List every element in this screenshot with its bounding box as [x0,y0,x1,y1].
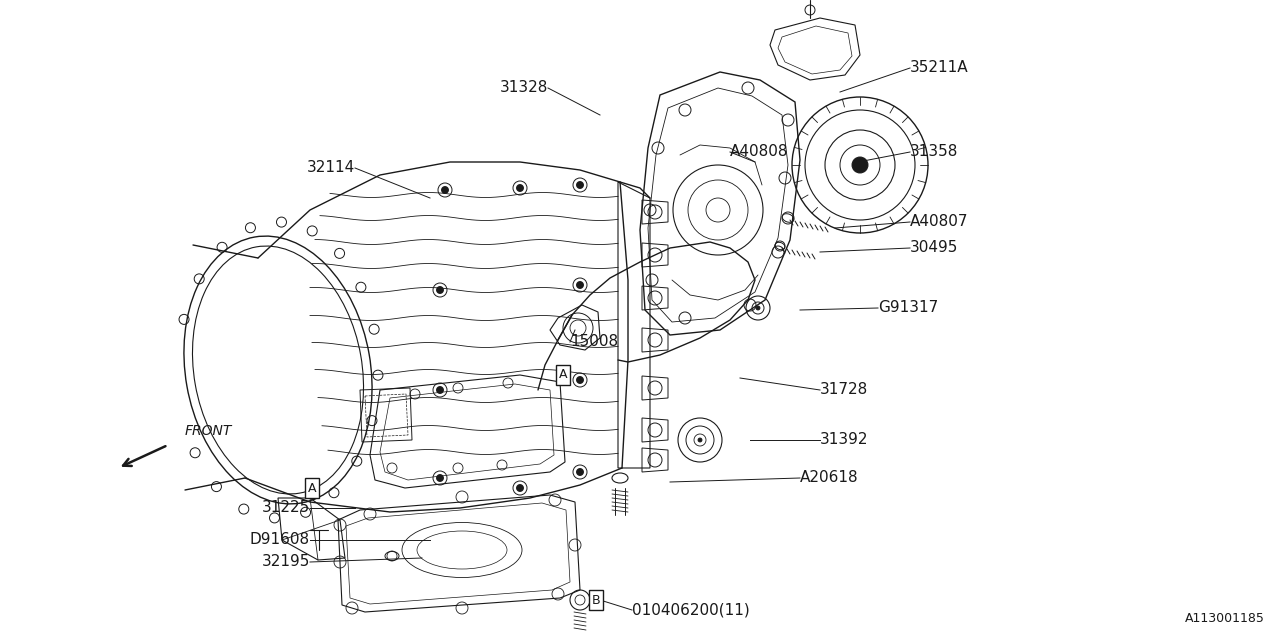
Text: 010406200(11): 010406200(11) [632,602,750,618]
Text: A20618: A20618 [800,470,859,486]
Text: FRONT: FRONT [186,424,233,438]
Circle shape [576,182,584,189]
Circle shape [442,186,448,193]
Circle shape [576,282,584,289]
Text: 30495: 30495 [910,241,959,255]
Text: 35211A: 35211A [910,61,969,76]
Text: A113001185: A113001185 [1185,612,1265,625]
Text: 31225: 31225 [261,500,310,515]
Circle shape [756,306,760,310]
Circle shape [517,484,524,492]
Text: B: B [591,593,600,607]
Circle shape [436,474,443,481]
Text: A: A [559,369,567,381]
Circle shape [436,287,443,294]
Text: 15008: 15008 [570,335,618,349]
Circle shape [436,387,443,394]
Text: 32114: 32114 [307,161,355,175]
Circle shape [852,157,868,173]
Circle shape [517,184,524,191]
Circle shape [576,468,584,476]
Text: A40808: A40808 [730,145,788,159]
Text: D91608: D91608 [250,532,310,547]
Text: 31358: 31358 [910,145,959,159]
Text: A40807: A40807 [910,214,969,230]
Text: 31728: 31728 [820,383,868,397]
Text: 31328: 31328 [499,81,548,95]
Circle shape [698,438,701,442]
Text: A: A [307,481,316,495]
Text: 32195: 32195 [261,554,310,570]
Text: G91317: G91317 [878,301,938,316]
Circle shape [576,376,584,383]
Text: 31392: 31392 [820,433,869,447]
